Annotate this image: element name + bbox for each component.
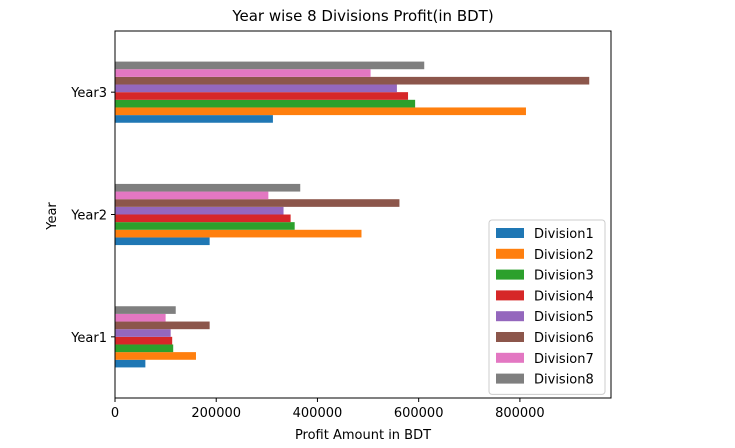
legend-swatch-division2 [496,248,524,259]
legend-label-division1: Division1 [534,227,594,242]
x-tick-label: 200000 [191,406,241,421]
legend-box [488,219,606,395]
bar-division8-year3 [115,61,425,70]
x-tick-label: 600000 [394,406,444,421]
bar-division5-year1 [115,329,171,337]
legend-swatch-division1 [496,228,524,238]
plot-area: Year1 Year2 Year3 0 200000 400000 600000 800000 [70,30,612,421]
bar-division3-year1 [115,344,174,353]
axes-frame [114,30,612,399]
bar-division1-year1 [115,359,146,368]
bar-division8-year1 [115,306,176,314]
legend-swatch-division4 [496,290,524,301]
legend-swatch-division3 [496,269,524,280]
y-tick-label: Year2 [70,209,107,224]
bar-division2-year1 [115,352,196,360]
bar-division1-year3 [115,115,273,123]
x-tick-label: 0 [111,406,119,421]
y-tick-label: Year3 [70,86,107,101]
legend-swatch-division8 [496,373,524,384]
legend-swatch-division6 [496,332,524,342]
legend-label-division5: Division5 [534,310,594,325]
bar-division4-year1 [115,336,173,345]
y-tick-label: Year1 [70,331,107,346]
legend-swatch-division5 [496,311,524,322]
legend-label-division7: Division7 [534,352,594,367]
bar-division2-year2 [115,229,362,238]
legend-label-division6: Division6 [534,331,594,346]
bar-division6-year2 [115,199,400,207]
legend-swatch-division7 [496,352,524,363]
x-tick-label: 400000 [293,406,343,421]
y-axis-label: Year [45,202,60,231]
chart-title: Year wise 8 Divisions Profit(in BDT) [231,7,493,25]
x-axis-label: Profit Amount in BDT [295,428,431,443]
legend-label-division8: Division8 [534,373,594,388]
legend: Division1 Division2 Division3 Division4 Divi… [488,219,606,395]
bar-division6-year1 [115,321,210,330]
bar-division4-year2 [115,214,291,223]
bar-division7-year2 [115,191,269,200]
bar-division5-year3 [115,84,397,93]
bar-division8-year2 [115,183,301,192]
legend-label-division3: Division3 [534,269,594,284]
bar-division7-year1 [115,313,166,322]
bar-division6-year3 [115,76,590,85]
bar-division1-year2 [115,237,210,246]
bar-division5-year2 [115,206,284,215]
bar-division7-year3 [115,69,371,77]
x-tick-label: 800000 [495,406,545,421]
legend-label-division4: Division4 [534,289,594,304]
legend-label-division2: Division2 [534,248,594,263]
bar-division3-year2 [115,222,295,230]
bar-division4-year3 [115,92,409,100]
bar-division3-year3 [115,99,416,108]
bar-division2-year3 [115,107,526,116]
